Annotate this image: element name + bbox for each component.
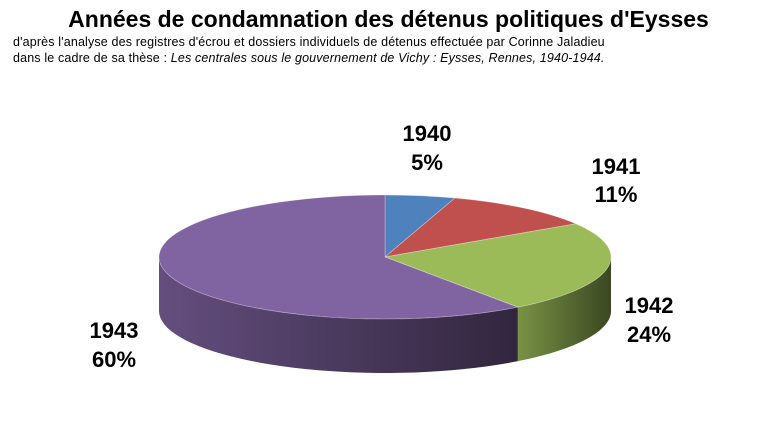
pie-side-1943: [159, 257, 518, 373]
subtitle-line-2: dans le cadre de sa thèse : Les centrale…: [13, 50, 773, 66]
slice-label-1943: 1943: [90, 318, 139, 343]
pie-slice-1942: [383, 223, 612, 308]
pie-slice-1940: [384, 194, 456, 258]
subtitle-line-1: d'après l'analyse des registres d'écrou …: [13, 35, 605, 49]
subtitle-thesis-title: Les centrales sous le gouvernement de Vi…: [170, 51, 605, 65]
slice-label-1940: 1940: [403, 121, 452, 146]
pie-slice-1943: [158, 194, 520, 320]
pie-slice-1941: [383, 197, 578, 258]
slice-percent-1943: 60%: [92, 347, 136, 372]
subtitle-line-2-prefix: dans le cadre de sa thèse :: [13, 51, 171, 65]
chart-title: Années de condamnation des détenus polit…: [68, 6, 709, 32]
slice-label-1941: 1941: [592, 154, 641, 179]
pie-top-faces: [158, 194, 612, 320]
slice-label-1942: 1942: [625, 293, 674, 318]
pie-side-1942: [517, 257, 611, 362]
pie-side-walls: [159, 257, 611, 373]
chart-subtitle: d'après l'analyse des registres d'écrou …: [13, 34, 773, 66]
slice-percent-1941: 11%: [595, 182, 638, 207]
slice-percent-1940: 5%: [411, 150, 443, 175]
slice-percent-1942: 24%: [627, 322, 671, 347]
